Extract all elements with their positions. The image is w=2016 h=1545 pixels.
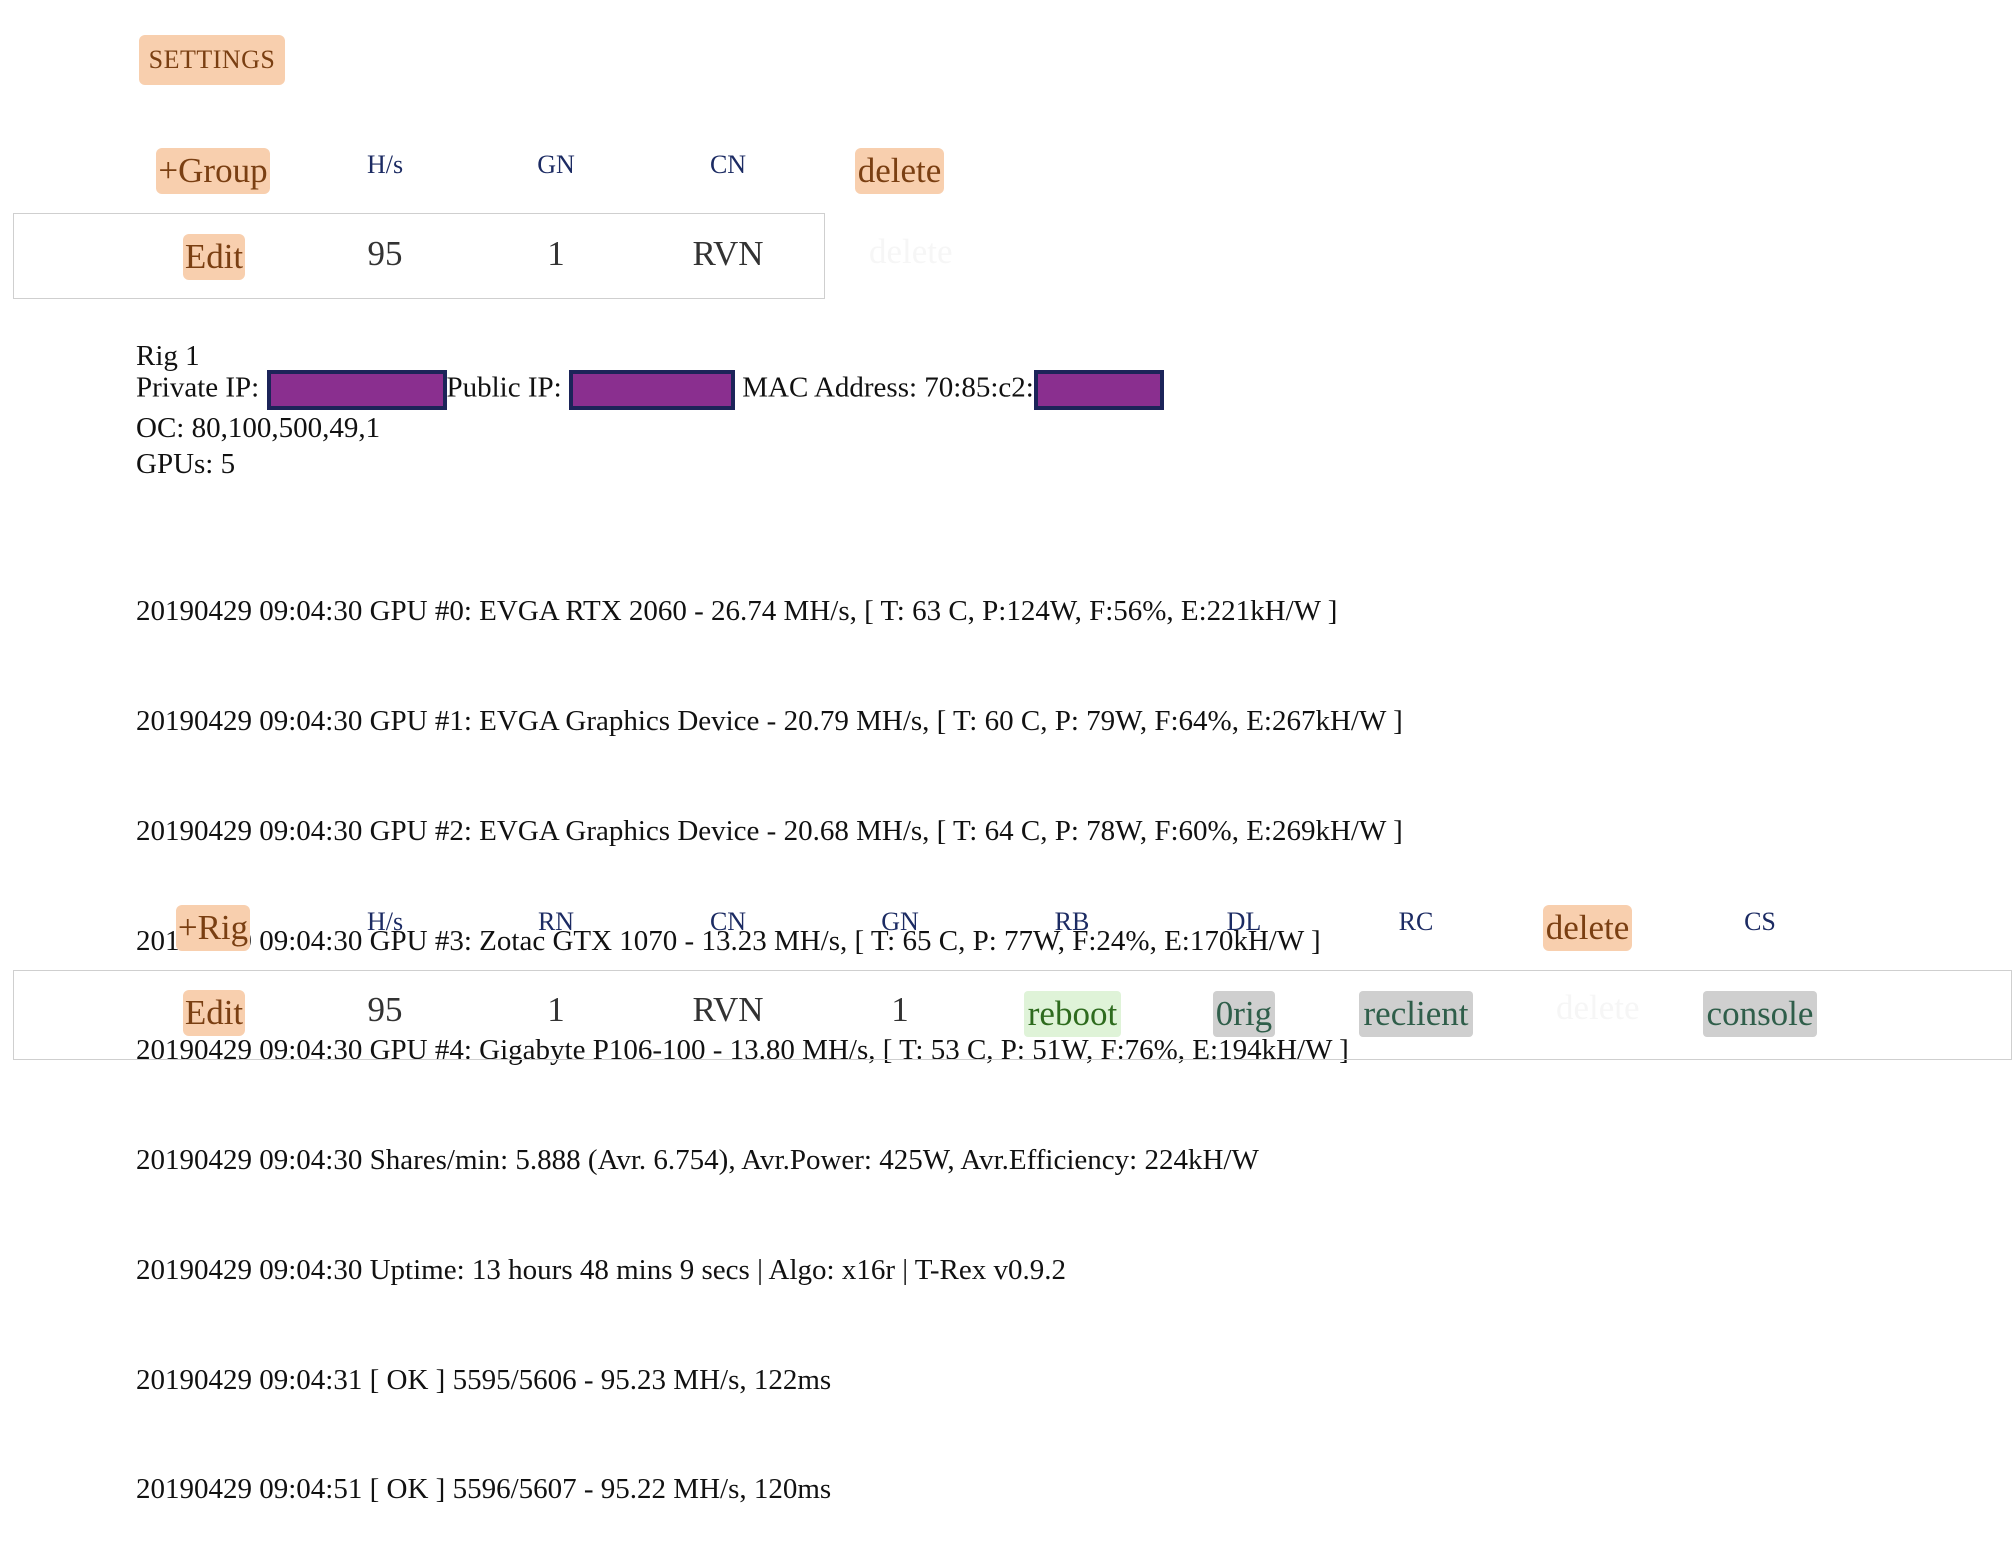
- add-rig-button[interactable]: +Rig: [176, 905, 250, 951]
- group-header-cn: CN: [709, 150, 747, 179]
- rig-header-rn: RN: [537, 907, 575, 936]
- rig-row: [13, 970, 2012, 1060]
- rig-cell-cn: RVN: [692, 990, 764, 1029]
- private-ip-label: Private IP:: [136, 371, 260, 404]
- rig-header-rc: RC: [1398, 907, 1434, 936]
- rig-header-hs: H/s: [366, 907, 404, 936]
- rig-header-rb: RB: [1054, 907, 1090, 936]
- add-group-button[interactable]: +Group: [156, 148, 270, 194]
- group-row: [13, 213, 825, 299]
- rig-header-dl: DL: [1226, 907, 1262, 936]
- delete-group-button[interactable]: delete: [855, 148, 944, 194]
- rig-header-cs: CS: [1744, 907, 1776, 936]
- log-line: 20190429 09:04:30 GPU #0: EVGA RTX 2060 …: [136, 595, 1338, 628]
- settings-button[interactable]: SETTINGS: [139, 35, 285, 85]
- group-cell-gn: 1: [547, 234, 565, 273]
- rig-cell-gn: 1: [891, 990, 909, 1029]
- log-line: 20190429 09:04:30 GPU #1: EVGA Graphics …: [136, 704, 1403, 737]
- dl-0rig-button[interactable]: 0rig: [1213, 991, 1275, 1037]
- rig-row-delete-ghost[interactable]: delete: [1556, 988, 1640, 1027]
- reclient-button[interactable]: reclient: [1359, 991, 1473, 1037]
- rig-oc: OC: 80,100,500,49,1: [136, 412, 381, 444]
- rig-header-cn: CN: [709, 907, 747, 936]
- mac-address-label: MAC Address: 70:85:c2:: [742, 371, 1034, 404]
- public-ip-redaction: [568, 370, 735, 410]
- group-row-delete-ghost[interactable]: delete: [869, 232, 953, 271]
- log-line: 20190429 09:04:30 GPU #2: EVGA Graphics …: [136, 814, 1403, 847]
- reboot-button[interactable]: reboot: [1024, 991, 1121, 1037]
- private-ip-redaction: [266, 370, 447, 410]
- group-header-hs: H/s: [366, 150, 404, 179]
- group-cell-cn: RVN: [692, 234, 764, 273]
- console-button[interactable]: console: [1703, 991, 1817, 1037]
- group-cell-hs: 95: [367, 234, 403, 273]
- rig-gpus: GPUs: 5: [136, 448, 236, 480]
- rig-network-line: Private IP: Public IP: MAC Address: 70:8…: [136, 370, 1164, 410]
- log-line: 20190429 09:04:51 [ OK ] 5596/5607 - 95.…: [136, 1473, 832, 1506]
- delete-rig-button[interactable]: delete: [1543, 905, 1632, 951]
- public-ip-label: Public IP:: [446, 371, 562, 404]
- rig-cell-hs: 95: [367, 990, 403, 1029]
- mac-address-redaction: [1033, 370, 1164, 410]
- rig-header-gn: GN: [881, 907, 919, 936]
- log-line: 20190429 09:04:30 Shares/min: 5.888 (Avr…: [136, 1144, 1259, 1177]
- rig-name: Rig 1: [136, 340, 200, 372]
- edit-rig-button[interactable]: Edit: [183, 990, 245, 1036]
- rig-cell-rn: 1: [547, 990, 565, 1029]
- edit-group-button[interactable]: Edit: [183, 234, 245, 280]
- log-line: 20190429 09:04:30 Uptime: 13 hours 48 mi…: [136, 1253, 1066, 1286]
- group-header-gn: GN: [537, 150, 575, 179]
- log-line: 20190429 09:04:30 GPU #4: Gigabyte P106-…: [136, 1034, 1349, 1067]
- log-line: 20190429 09:04:31 [ OK ] 5595/5606 - 95.…: [136, 1363, 832, 1396]
